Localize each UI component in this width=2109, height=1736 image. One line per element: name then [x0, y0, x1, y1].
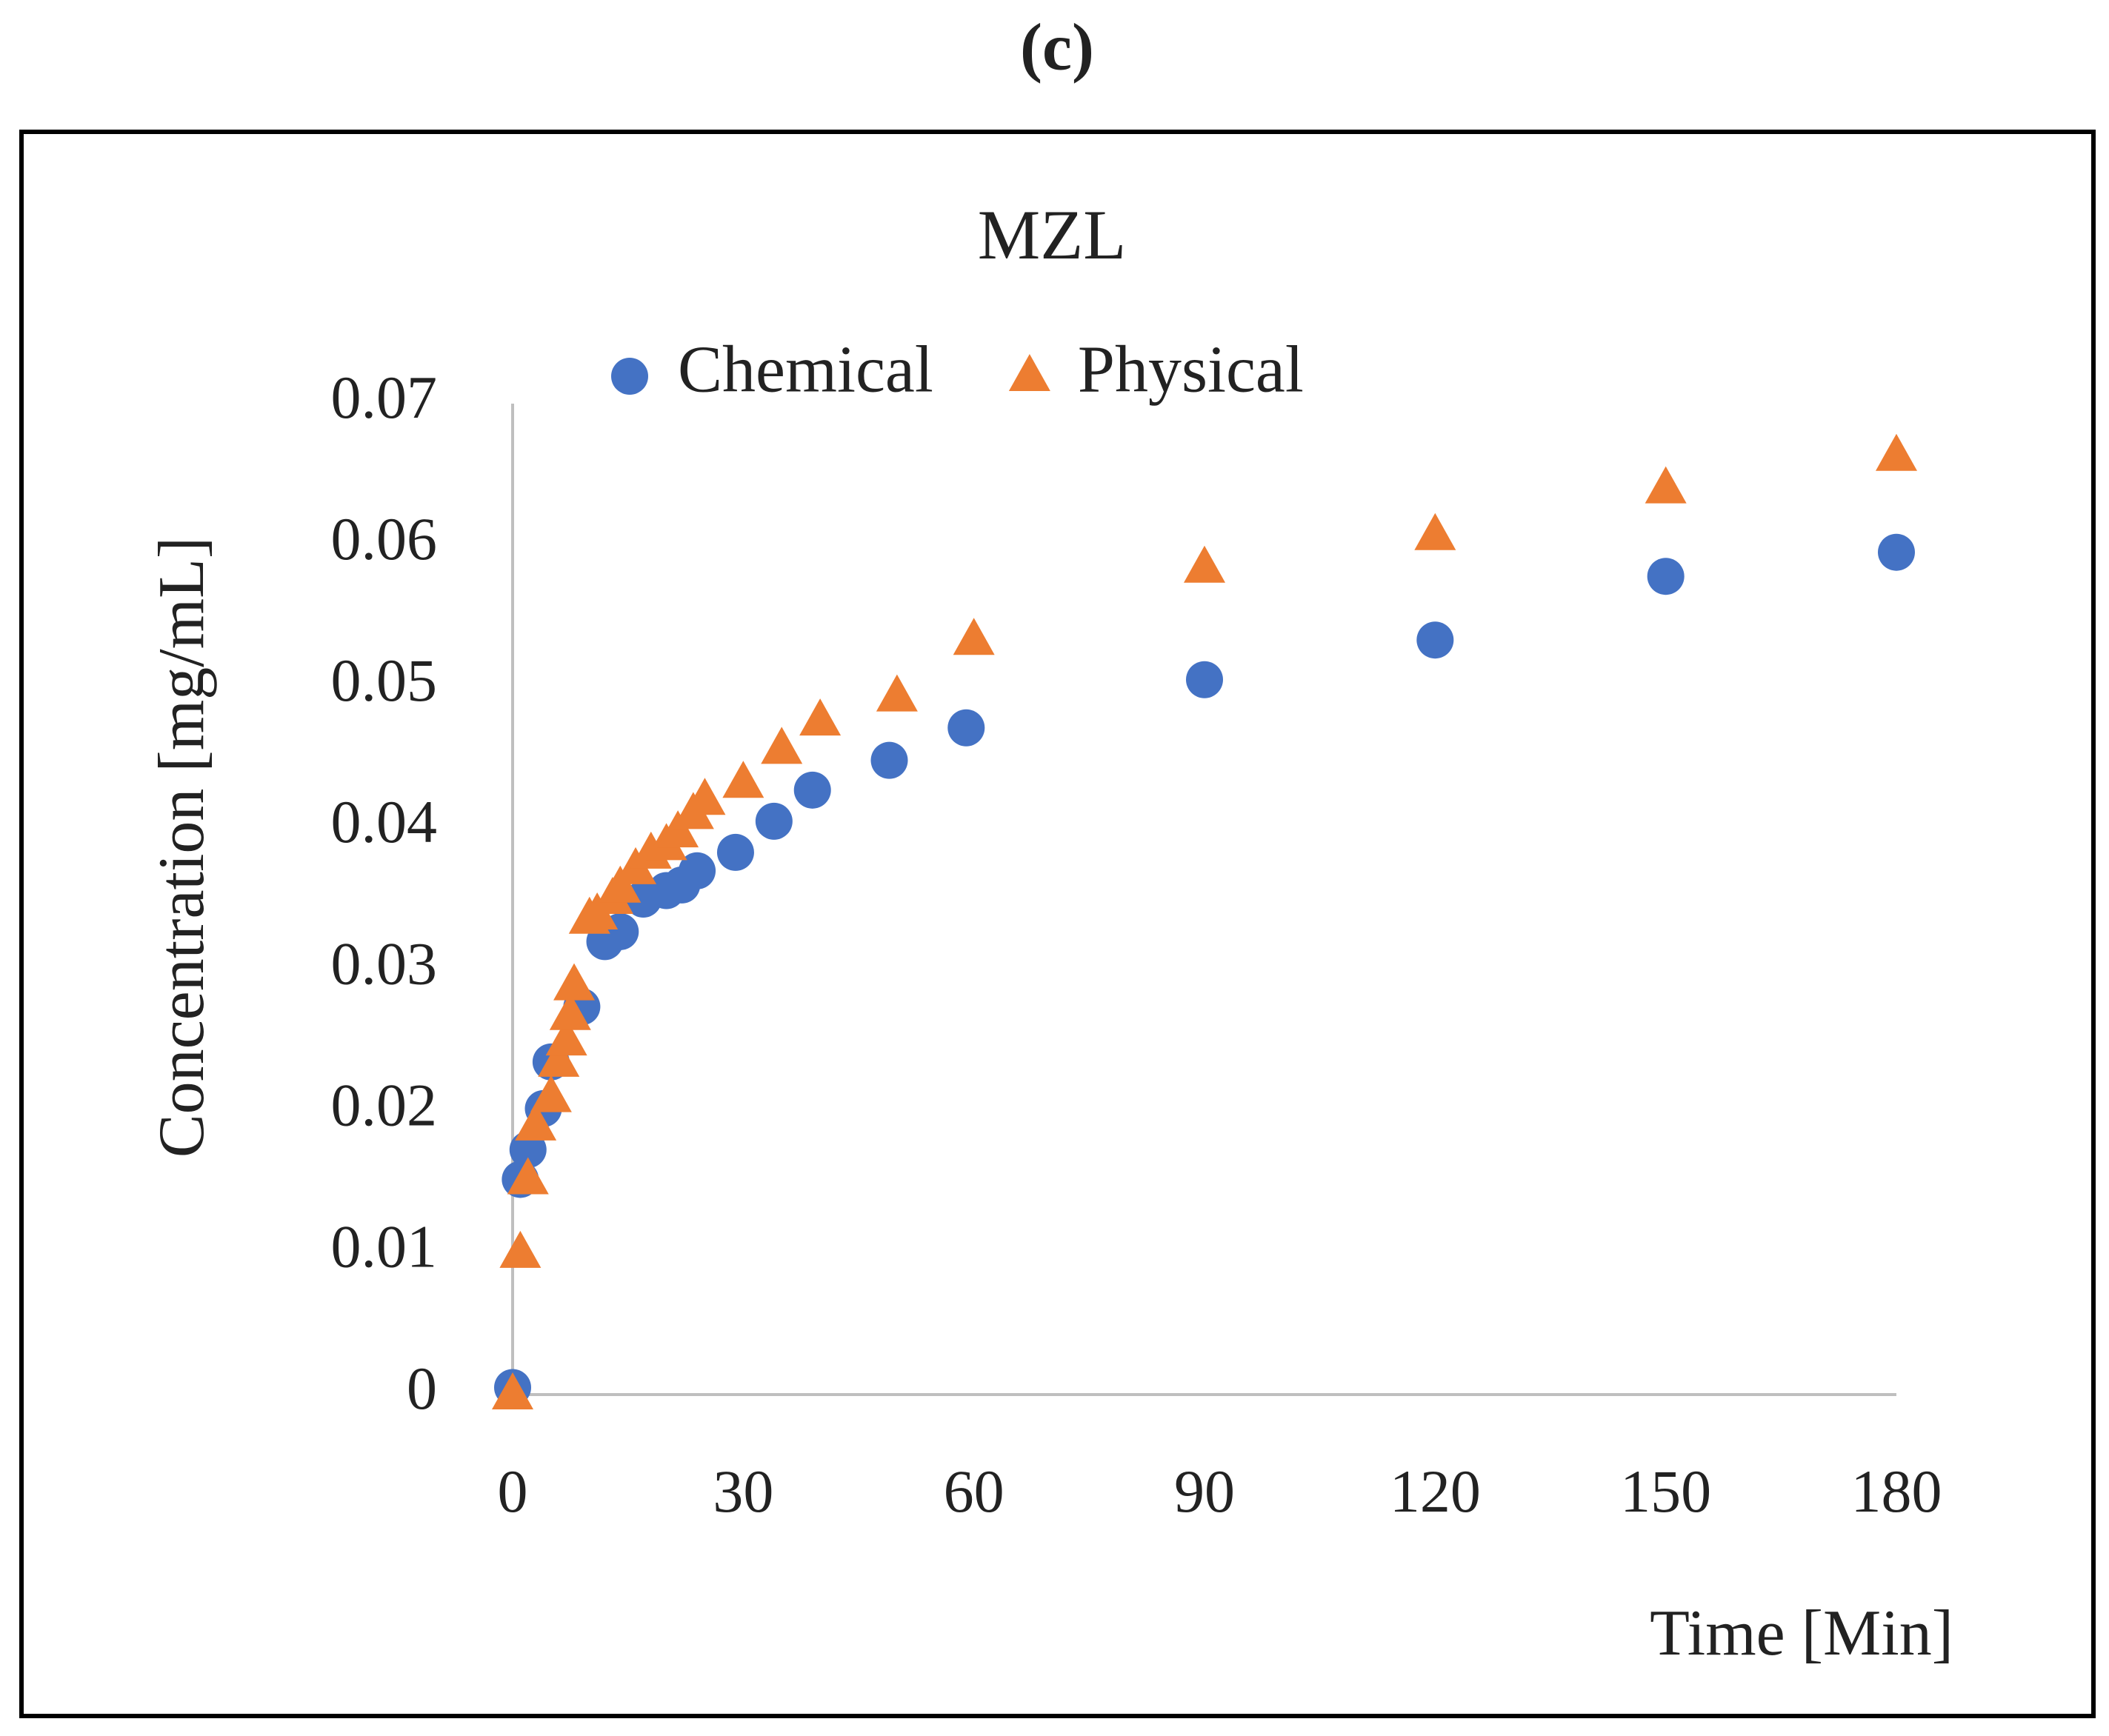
- legend-label: Physical: [1078, 333, 1304, 407]
- point: [545, 1018, 587, 1056]
- point: [538, 1039, 580, 1077]
- y-tick-label: 0.03: [331, 929, 438, 997]
- chart-frame: [19, 130, 2096, 1718]
- chart-title: MZL: [978, 196, 1127, 274]
- point: [530, 1075, 572, 1112]
- x-tick-label: 0: [498, 1458, 528, 1525]
- point: [553, 963, 596, 1001]
- point: [515, 1103, 557, 1141]
- x-tick-label: 90: [1174, 1458, 1235, 1525]
- point: [549, 992, 591, 1030]
- y-tick-label: 0.06: [331, 505, 438, 572]
- x-tick-label: 120: [1390, 1458, 1481, 1525]
- x-tick-label: 30: [713, 1458, 773, 1525]
- point: [1876, 433, 1917, 471]
- y-tick-label: 0.05: [331, 647, 438, 714]
- legend-marker: [611, 358, 648, 395]
- point: [722, 761, 764, 798]
- y-tick-label: 0.07: [331, 364, 438, 431]
- y-tick-label: 0.02: [331, 1072, 438, 1139]
- y-axis-label: Concentration [mg/mL]: [146, 537, 218, 1158]
- point: [1184, 545, 1225, 583]
- panel-label: (c): [1020, 11, 1094, 84]
- x-tick-label: 150: [1620, 1458, 1711, 1525]
- point: [684, 778, 726, 815]
- y-tick-label: 0.01: [331, 1213, 438, 1281]
- point: [953, 618, 995, 655]
- point: [507, 1157, 549, 1195]
- point: [761, 727, 803, 764]
- point: [716, 833, 754, 871]
- point: [876, 674, 918, 712]
- point: [1645, 466, 1687, 504]
- point: [1878, 533, 1915, 571]
- point: [1414, 513, 1456, 550]
- legend-label: Chemical: [678, 333, 933, 407]
- y-tick-label: 0.04: [331, 788, 438, 855]
- point: [1186, 661, 1223, 698]
- point: [499, 1230, 542, 1268]
- point: [799, 698, 842, 736]
- point: [1647, 558, 1685, 595]
- x-tick-label: 180: [1851, 1458, 1942, 1525]
- legend-marker: [1008, 354, 1050, 391]
- point: [755, 802, 793, 840]
- point: [870, 741, 908, 779]
- point: [1416, 621, 1454, 659]
- point: [679, 852, 716, 889]
- point: [492, 1372, 533, 1409]
- point: [947, 709, 985, 747]
- x-tick-label: 60: [944, 1458, 1004, 1525]
- y-tick-label: 0: [407, 1355, 437, 1422]
- point: [793, 771, 831, 809]
- x-axis-label: Time [Min]: [1650, 1598, 1953, 1669]
